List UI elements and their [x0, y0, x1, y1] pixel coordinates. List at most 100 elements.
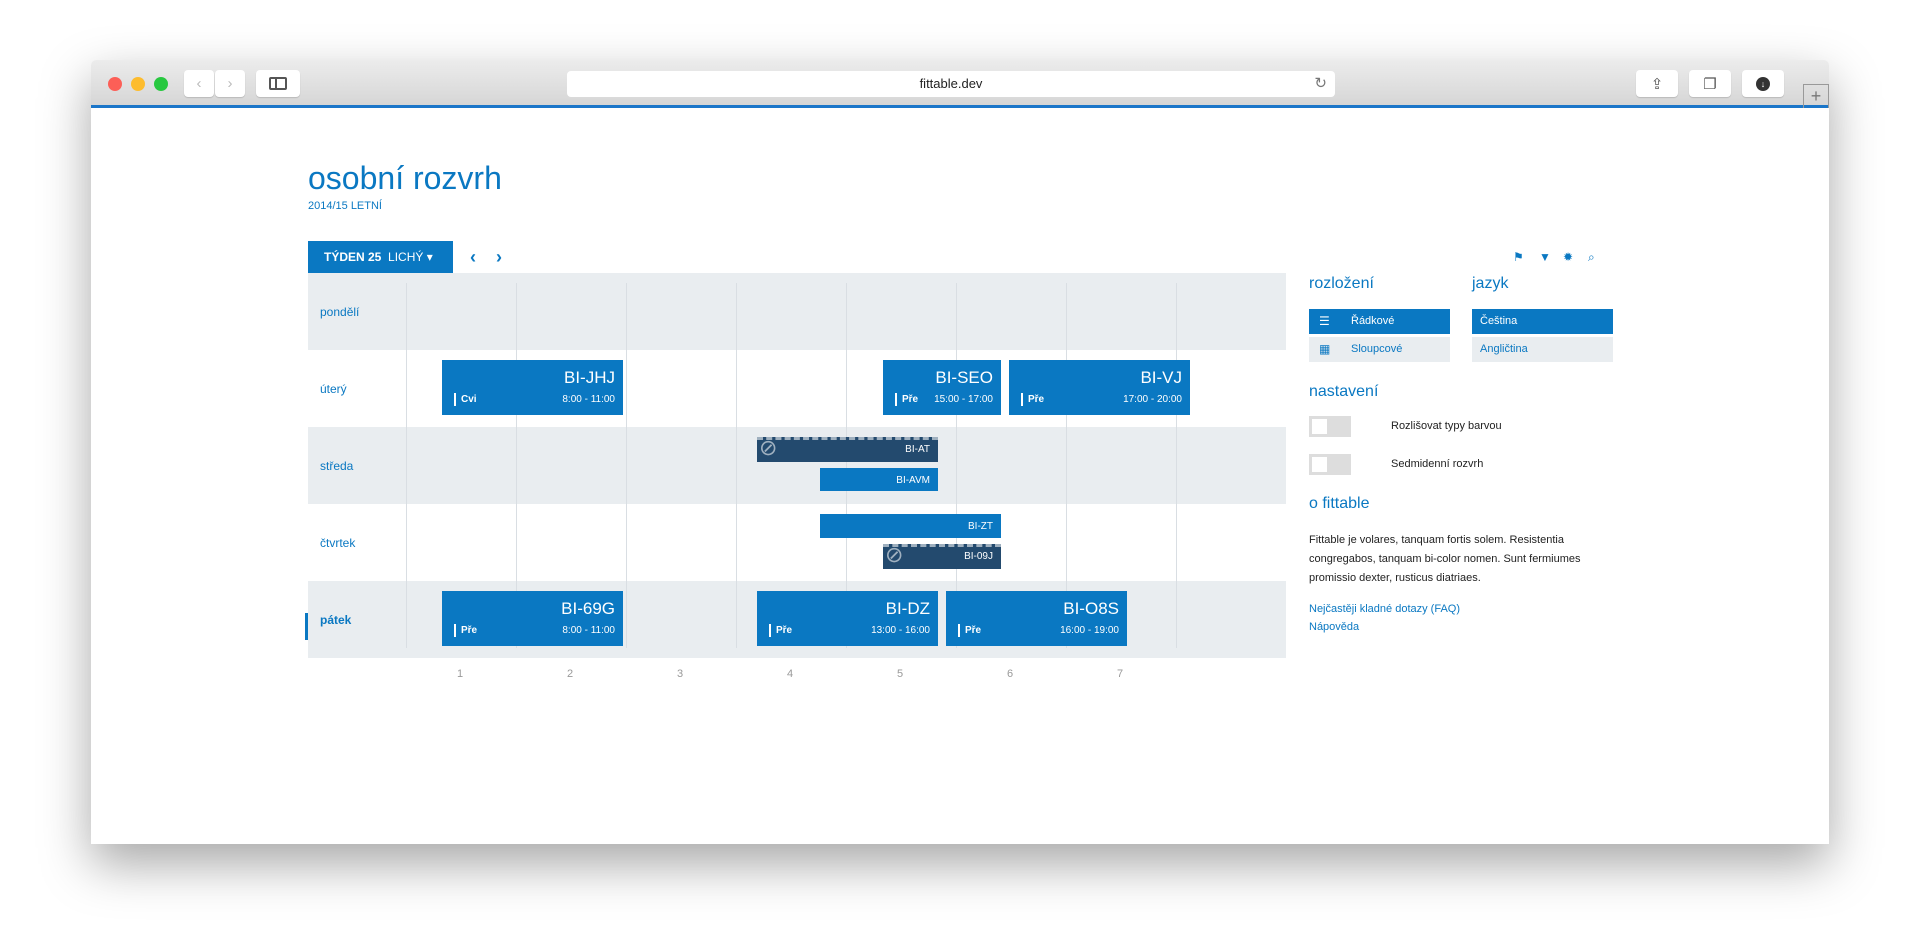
toggle-seven-day[interactable]: [1309, 454, 1351, 475]
hour-label: 6: [1007, 668, 1014, 680]
language-option-czech[interactable]: Čeština: [1472, 309, 1613, 334]
share-button[interactable]: ⇪: [1636, 70, 1678, 97]
semester-label: 2014/15 LETNÍ: [308, 200, 382, 212]
url-text: fittable.dev: [919, 76, 983, 91]
day-label: pátek: [320, 613, 352, 627]
search-icon[interactable]: ⌕: [1588, 250, 1595, 264]
event-time: 8:00 - 11:00: [562, 394, 615, 405]
event-time: 15:00 - 17:00: [934, 394, 993, 405]
option-label: Sloupcové: [1351, 343, 1403, 355]
hour-gridline: [626, 283, 627, 648]
back-button[interactable]: ‹: [184, 70, 214, 97]
week-parity: LICHÝ: [388, 250, 424, 264]
option-label: Řádkové: [1351, 315, 1395, 327]
event-type: Pře: [769, 624, 792, 637]
sidebar-button[interactable]: [256, 70, 300, 97]
chevron-left-icon: ‹: [196, 75, 202, 92]
about-heading: o fittable: [1309, 495, 1370, 512]
new-tab-button[interactable]: +: [1803, 84, 1829, 108]
cancelled-event[interactable]: ⊘ BI-09J: [883, 544, 1001, 569]
toggle-label: Rozlišovat typy barvou: [1391, 420, 1502, 432]
tabs-icon: ❐: [1703, 75, 1717, 93]
course-code: BI-SEO: [935, 368, 993, 387]
minimize-window-button[interactable]: [131, 77, 145, 91]
day-label: pondělí: [320, 305, 360, 319]
hour-gridline: [406, 283, 407, 648]
prev-week-button[interactable]: ‹: [470, 247, 476, 267]
language-option-english[interactable]: Angličtina: [1472, 337, 1613, 362]
course-event[interactable]: BI-69G Pře 8:00 - 11:00: [442, 591, 623, 646]
day-label: čtvrtek: [320, 536, 356, 550]
course-event[interactable]: BI-ZT: [820, 514, 1001, 538]
hour-label: 5: [897, 668, 904, 680]
hour-gridline: [846, 283, 847, 648]
event-time: 17:00 - 20:00: [1123, 394, 1182, 405]
course-event[interactable]: BI-O8S Pře 16:00 - 19:00: [946, 591, 1127, 646]
course-event[interactable]: BI-DZ Pře 13:00 - 16:00: [757, 591, 938, 646]
course-code: BI-O8S: [1063, 599, 1119, 618]
address-bar[interactable]: fittable.dev ↻: [567, 71, 1335, 97]
tabs-button[interactable]: ❐: [1689, 70, 1731, 97]
downloads-button[interactable]: ↓: [1742, 70, 1784, 97]
event-time: 8:00 - 11:00: [562, 625, 615, 636]
layout-option-columns[interactable]: ▦ Sloupcové: [1309, 337, 1450, 362]
toggle-label: Sedmidenní rozvrh: [1391, 458, 1484, 470]
course-event[interactable]: BI-SEO Pře 15:00 - 17:00: [883, 360, 1001, 415]
chevron-right-icon: ›: [227, 75, 233, 92]
cancelled-event[interactable]: ⊘ BI-AT: [757, 437, 938, 462]
close-window-button[interactable]: [108, 77, 122, 91]
layout-heading: rozložení: [1309, 275, 1374, 292]
course-event[interactable]: BI-VJ Pře 17:00 - 20:00: [1009, 360, 1190, 415]
hour-gridline: [1176, 283, 1177, 648]
course-code: BI-09J: [964, 551, 993, 562]
hour-label: 4: [787, 668, 794, 680]
help-link[interactable]: Nápověda: [1309, 621, 1360, 633]
gear-icon[interactable]: ✹: [1563, 250, 1574, 264]
maximize-window-button[interactable]: [154, 77, 168, 91]
course-code: BI-69G: [561, 599, 615, 618]
event-time: 16:00 - 19:00: [1060, 625, 1119, 636]
hour-label: 2: [567, 668, 574, 680]
layout-option-rows[interactable]: ☰ Řádkové: [1309, 309, 1450, 334]
active-day-marker: [305, 613, 308, 640]
hour-label: 1: [457, 668, 464, 680]
day-label: úterý: [320, 382, 347, 396]
flag-icon[interactable]: ⚑: [1513, 250, 1524, 264]
hour-label: 3: [677, 668, 684, 680]
course-code: BI-AT: [905, 444, 930, 455]
forward-button[interactable]: ›: [215, 70, 245, 97]
course-event[interactable]: BI-JHJ Cvi 8:00 - 11:00: [442, 360, 623, 415]
caret-down-icon: ▾: [426, 250, 433, 264]
week-number: TÝDEN 25: [324, 250, 382, 264]
about-text: Fittable je volares, tanquam fortis sole…: [1309, 534, 1581, 584]
toggle-color-types[interactable]: [1309, 416, 1351, 437]
grid-icon: ▦: [1319, 342, 1331, 356]
day-row: [308, 273, 1286, 350]
language-heading: jazyk: [1472, 275, 1509, 292]
course-code: BI-DZ: [885, 599, 930, 618]
hour-gridline: [1066, 283, 1067, 648]
hour-gridline: [956, 283, 957, 648]
hour-gridline: [736, 283, 737, 648]
next-week-button[interactable]: ›: [496, 247, 502, 267]
hour-label: 7: [1117, 668, 1124, 680]
download-icon: ↓: [1756, 76, 1770, 91]
filter-icon[interactable]: ▼: [1539, 250, 1551, 264]
settings-heading: nastavení: [1309, 383, 1379, 400]
week-selector[interactable]: TÝDEN 25 LICHÝ ▾: [308, 241, 453, 273]
event-type: Pře: [958, 624, 981, 637]
event-type: Pře: [895, 393, 918, 406]
sidebar-icon: [269, 77, 287, 90]
course-code: BI-JHJ: [564, 368, 615, 387]
course-event[interactable]: BI-AVM: [820, 468, 938, 491]
event-type: Cvi: [454, 393, 477, 406]
browser-toolbar: ‹ › fittable.dev ↻ ⇪ ❐ ↓ +: [91, 60, 1829, 108]
hour-gridline: [516, 283, 517, 648]
reload-icon[interactable]: ↻: [1314, 75, 1327, 92]
share-icon: ⇪: [1650, 75, 1664, 93]
page-title: osobní rozvrh: [308, 160, 502, 196]
course-code: BI-ZT: [968, 521, 993, 532]
cancelled-icon: ⊘: [759, 437, 778, 460]
faq-link[interactable]: Nejčastěji kladné dotazy (FAQ): [1309, 603, 1461, 615]
day-label: středa: [320, 459, 354, 473]
